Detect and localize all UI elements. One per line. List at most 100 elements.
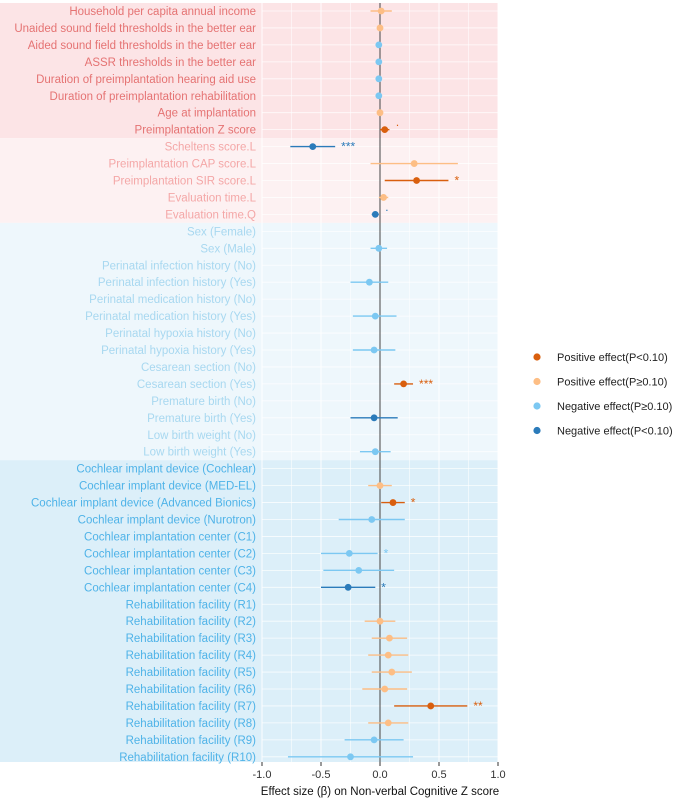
legend-marker (533, 426, 541, 435)
group-band-0 (0, 3, 498, 139)
row-label: Preimplantation SIR score.L (113, 176, 257, 188)
row-label: Rehabilitation facility (R5) (126, 667, 257, 679)
row-label: Rehabilitation facility (R8) (126, 718, 257, 730)
row-label: Perinatal infection history (Yes) (98, 277, 256, 289)
row-label: Sex (Male) (200, 243, 256, 255)
point-estimate (370, 736, 378, 744)
row-label: Cesarean section (Yes) (137, 379, 256, 391)
significance-marker: * (384, 546, 389, 560)
x-axis-title: Effect size (β) on Non-verbal Cognitive … (261, 786, 499, 798)
legend-label: Positive effect(P≥0.10) (557, 377, 667, 389)
significance-marker: · (385, 202, 389, 216)
point-estimate (371, 211, 379, 218)
row-label: Duration of preimplantation hearing aid … (36, 74, 256, 86)
legend-marker (533, 402, 541, 410)
point-estimate (386, 634, 393, 642)
significance-marker: *** (419, 377, 433, 391)
row-label: Rehabilitation facility (R3) (126, 633, 257, 645)
row-label: Perinatal medication history (No) (89, 294, 256, 306)
point-estimate (381, 126, 389, 134)
point-estimate (410, 160, 418, 167)
significance-marker: * (411, 496, 416, 510)
legend-label: Negative effect(P<0.10) (557, 426, 673, 438)
row-label: Duration of preimplantation rehabilitati… (50, 91, 256, 103)
row-label: Premature birth (Yes) (147, 413, 256, 425)
x-tick-label: 0.5 (431, 769, 446, 781)
point-estimate (376, 482, 384, 489)
row-label: Perinatal hypoxia history (No) (105, 328, 256, 340)
point-estimate (381, 685, 389, 693)
point-estimate (370, 346, 378, 354)
row-label: Rehabilitation facility (R9) (126, 735, 257, 747)
x-tick-label: 0.0 (372, 769, 387, 781)
legend-marker (533, 377, 541, 386)
row-label: Sex (Female) (187, 226, 256, 238)
row-label: Preimplantation Z score (135, 125, 256, 137)
row-label: Evaluation time.L (168, 192, 257, 204)
row-label: Perinatal hypoxia history (Yes) (101, 345, 256, 357)
row-label: Cochlear implant device (Nurotron) (78, 515, 256, 527)
row-label: Evaluation time.Q (165, 209, 256, 221)
row-label: Premature birth (No) (151, 396, 256, 408)
point-estimate (345, 550, 353, 557)
x-axis: -1.0 -0.5 0.0 0.5 1.0 (253, 762, 506, 781)
legend-label: Negative effect(P≥0.10) (557, 401, 672, 413)
point-estimate (376, 24, 384, 32)
point-estimate (388, 668, 396, 676)
legend: Positive effect(P<0.10) Positive effect(P… (533, 352, 673, 438)
point-estimate (389, 499, 397, 506)
point-estimate (377, 7, 385, 15)
group-band-3 (0, 460, 498, 762)
group-band-2 (0, 222, 498, 461)
point-estimate (380, 194, 387, 201)
point-estimate (384, 719, 392, 727)
x-tick-label: 1.0 (490, 769, 505, 781)
point-estimate (427, 702, 435, 710)
row-label: Age at implantation (158, 108, 256, 120)
row-label: Rehabilitation facility (R10) (119, 752, 256, 764)
x-tick-label: -1.0 (253, 769, 272, 781)
significance-marker: * (381, 580, 386, 594)
significance-marker: ** (473, 699, 483, 713)
point-estimate (365, 278, 373, 286)
point-estimate (347, 753, 354, 761)
point-estimate (375, 41, 383, 49)
significance-marker: · (395, 118, 399, 132)
row-label: Perinatal infection history (No) (102, 260, 256, 272)
point-estimate (400, 380, 407, 388)
row-label: Cochlear implant device (Advanced Bionic… (31, 498, 256, 510)
point-estimate (375, 75, 383, 83)
point-estimate (371, 312, 379, 320)
point-estimate (376, 617, 384, 625)
significance-marker: *** (341, 140, 355, 154)
row-label: Preimplantation CAP score.L (109, 159, 257, 171)
row-label: Cochlear implantation center (C2) (84, 548, 256, 560)
row-label: Rehabilitation facility (R2) (126, 616, 257, 628)
row-label: Cochlear implantation center (C3) (84, 565, 256, 577)
row-label: ASSR thresholds in the better ear (85, 57, 256, 69)
point-estimate (371, 448, 379, 456)
x-tick-label: -0.5 (312, 769, 331, 781)
legend-label: Positive effect(P<0.10) (557, 352, 668, 364)
data-marks: ·****·******** (287, 7, 483, 761)
point-estimate (370, 414, 378, 422)
point-estimate (384, 651, 392, 659)
point-estimate (376, 109, 384, 117)
row-label: Low birth weight (No) (147, 430, 256, 442)
legend-marker (533, 353, 541, 361)
point-estimate (375, 244, 383, 252)
significance-marker: * (454, 174, 459, 188)
row-label: Rehabilitation facility (R1) (126, 599, 257, 611)
row-labels: Household per capita annual income Unaide… (14, 6, 256, 764)
row-label: Rehabilitation facility (R6) (126, 684, 257, 696)
row-label: Rehabilitation facility (R7) (126, 701, 257, 713)
point-estimate (375, 92, 383, 100)
row-label: Cesarean section (No) (141, 362, 256, 374)
row-label: Cochlear implantation center (C4) (84, 582, 256, 594)
point-estimate (368, 516, 376, 523)
row-label: Scheltens score.L (165, 142, 257, 154)
point-estimate (375, 58, 383, 66)
row-label: Rehabilitation facility (R4) (126, 650, 257, 662)
row-label: Cochlear implant device (MED-EL) (79, 481, 256, 493)
